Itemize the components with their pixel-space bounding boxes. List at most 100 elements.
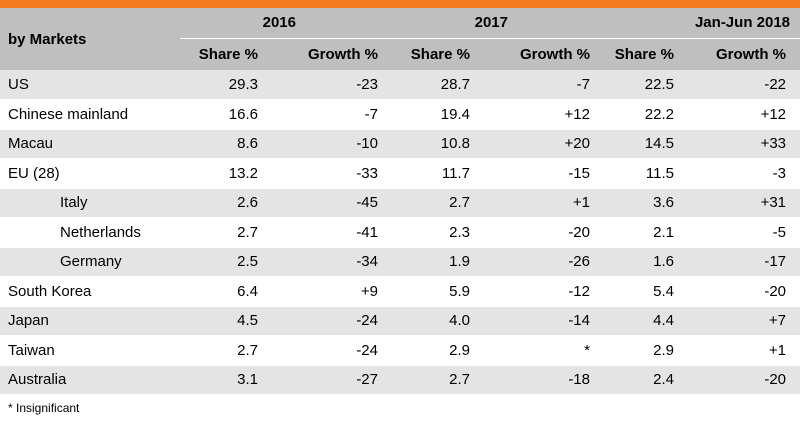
share-value: 8.6 bbox=[180, 129, 286, 159]
share-value: 2.7 bbox=[180, 217, 286, 248]
growth-value: -3 bbox=[702, 158, 800, 189]
year-header-2016: 2016 bbox=[180, 8, 392, 39]
share-value: 2.9 bbox=[392, 335, 498, 366]
share-value: 16.6 bbox=[180, 99, 286, 130]
share-header: Share % bbox=[392, 38, 498, 70]
header-row-years: by Markets 2016 2017 Jan-Jun 2018 bbox=[0, 8, 800, 70]
market-name: US bbox=[0, 70, 180, 100]
share-value: 2.6 bbox=[180, 188, 286, 218]
year-header-2018: Jan-Jun 2018 bbox=[604, 8, 800, 39]
growth-value: -7 bbox=[498, 70, 604, 100]
growth-value: * bbox=[498, 335, 604, 366]
share-value: 2.7 bbox=[180, 335, 286, 366]
table-row: Japan 4.5 -24 4.0 -14 4.4 +7 bbox=[0, 306, 800, 336]
market-name: Chinese mainland bbox=[0, 99, 180, 130]
markets-header: by Markets bbox=[0, 8, 180, 70]
share-value: 5.4 bbox=[604, 276, 702, 307]
growth-value: -45 bbox=[286, 188, 392, 218]
growth-value: +12 bbox=[498, 99, 604, 130]
share-value: 11.7 bbox=[392, 158, 498, 189]
table-row: Netherlands 2.7 -41 2.3 -20 2.1 -5 bbox=[0, 217, 800, 248]
table-row: Italy 2.6 -45 2.7 +1 3.6 +31 bbox=[0, 188, 800, 218]
growth-value: -34 bbox=[286, 247, 392, 277]
growth-value: -41 bbox=[286, 217, 392, 248]
growth-value: -10 bbox=[286, 129, 392, 159]
growth-value: -7 bbox=[286, 99, 392, 130]
growth-value: +1 bbox=[702, 335, 800, 366]
share-value: 2.5 bbox=[180, 247, 286, 277]
table-row: EU (28) 13.2 -33 11.7 -15 11.5 -3 bbox=[0, 158, 800, 189]
growth-value: -24 bbox=[286, 306, 392, 336]
growth-value: +1 bbox=[498, 188, 604, 218]
share-value: 19.4 bbox=[392, 99, 498, 130]
growth-header: Growth % bbox=[498, 38, 604, 70]
market-name: Italy bbox=[0, 188, 180, 218]
share-value: 2.7 bbox=[392, 188, 498, 218]
growth-value: -20 bbox=[498, 217, 604, 248]
share-header: Share % bbox=[604, 38, 702, 70]
share-value: 10.8 bbox=[392, 129, 498, 159]
growth-header: Growth % bbox=[286, 38, 392, 70]
footnote: * Insignificant bbox=[8, 401, 80, 415]
share-value: 4.0 bbox=[392, 306, 498, 336]
growth-value: -26 bbox=[498, 247, 604, 277]
share-value: 22.5 bbox=[604, 70, 702, 100]
share-value: 28.7 bbox=[392, 70, 498, 100]
table-row: Macau 8.6 -10 10.8 +20 14.5 +33 bbox=[0, 129, 800, 159]
year-header-2017: 2017 bbox=[392, 8, 604, 39]
share-value: 11.5 bbox=[604, 158, 702, 189]
growth-value: -24 bbox=[286, 335, 392, 366]
table-row: South Korea 6.4 +9 5.9 -12 5.4 -20 bbox=[0, 276, 800, 307]
share-value: 2.4 bbox=[604, 365, 702, 395]
growth-value: +9 bbox=[286, 276, 392, 307]
share-value: 2.7 bbox=[392, 365, 498, 395]
markets-table: by Markets 2016 2017 Jan-Jun 2018 Share … bbox=[0, 8, 800, 395]
table-row: Chinese mainland 16.6 -7 19.4 +12 22.2 +12 bbox=[0, 99, 800, 130]
growth-value: +7 bbox=[702, 306, 800, 336]
market-name: Taiwan bbox=[0, 335, 180, 366]
growth-value: -20 bbox=[702, 365, 800, 395]
market-name: Macau bbox=[0, 129, 180, 159]
growth-value: -20 bbox=[702, 276, 800, 307]
share-value: 5.9 bbox=[392, 276, 498, 307]
share-header: Share % bbox=[180, 38, 286, 70]
share-value: 2.9 bbox=[604, 335, 702, 366]
market-name: Japan bbox=[0, 306, 180, 336]
share-value: 1.6 bbox=[604, 247, 702, 277]
share-value: 1.9 bbox=[392, 247, 498, 277]
growth-value: -22 bbox=[702, 70, 800, 100]
share-value: 29.3 bbox=[180, 70, 286, 100]
share-value: 2.3 bbox=[392, 217, 498, 248]
growth-value: +31 bbox=[702, 188, 800, 218]
share-value: 4.5 bbox=[180, 306, 286, 336]
growth-value: -17 bbox=[702, 247, 800, 277]
growth-value: +33 bbox=[702, 129, 800, 159]
table-row: Australia 3.1 -27 2.7 -18 2.4 -20 bbox=[0, 365, 800, 395]
table-row: Germany 2.5 -34 1.9 -26 1.6 -17 bbox=[0, 247, 800, 277]
table-row: US 29.3 -23 28.7 -7 22.5 -22 bbox=[0, 70, 800, 100]
share-value: 4.4 bbox=[604, 306, 702, 336]
header-row-metrics: Share % Growth % Share % Growth % Share … bbox=[0, 38, 800, 70]
growth-value: -33 bbox=[286, 158, 392, 189]
market-name: Netherlands bbox=[0, 217, 180, 248]
growth-value: +20 bbox=[498, 129, 604, 159]
growth-value: -23 bbox=[286, 70, 392, 100]
top-accent-bar bbox=[0, 0, 800, 8]
growth-value: -12 bbox=[498, 276, 604, 307]
share-value: 6.4 bbox=[180, 276, 286, 307]
growth-value: -14 bbox=[498, 306, 604, 336]
growth-header: Growth % bbox=[702, 38, 800, 70]
share-value: 3.6 bbox=[604, 188, 702, 218]
growth-value: -18 bbox=[498, 365, 604, 395]
market-name: South Korea bbox=[0, 276, 180, 307]
market-name: Germany bbox=[0, 247, 180, 277]
share-value: 14.5 bbox=[604, 129, 702, 159]
share-value: 13.2 bbox=[180, 158, 286, 189]
growth-value: -5 bbox=[702, 217, 800, 248]
market-name: EU (28) bbox=[0, 158, 180, 189]
growth-value: -27 bbox=[286, 365, 392, 395]
share-value: 22.2 bbox=[604, 99, 702, 130]
share-value: 3.1 bbox=[180, 365, 286, 395]
table-row: Taiwan 2.7 -24 2.9 * 2.9 +1 bbox=[0, 335, 800, 366]
growth-value: -15 bbox=[498, 158, 604, 189]
